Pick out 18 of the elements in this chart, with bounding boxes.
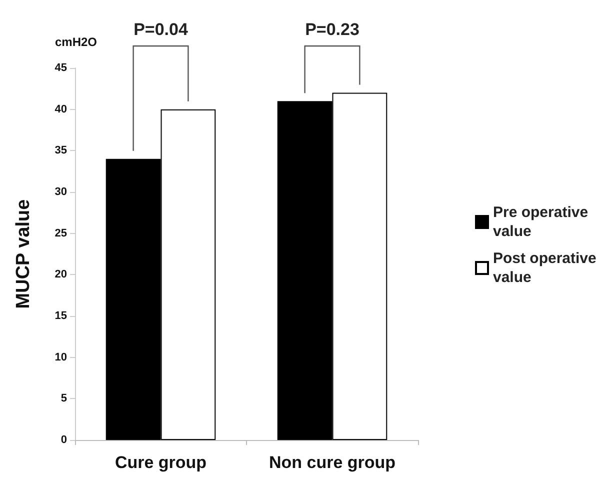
y-tick-label: 20 (54, 268, 67, 281)
y-tick-label: 30 (54, 186, 67, 198)
x-tick-label: Non cure group (268, 453, 396, 472)
text: cmH2O (55, 35, 98, 49)
y-tick-label: 0 (60, 434, 67, 446)
legend-label: Post operative value (493, 250, 601, 286)
y-tick-label: 45 (54, 62, 67, 74)
y-axis-title: MUCP value (13, 199, 34, 309)
y-tick-label: 10 (54, 351, 67, 364)
text: P=0.04 (134, 20, 188, 39)
y-tick-label: 35 (54, 144, 67, 157)
y-tick-label: 5 (60, 392, 67, 405)
y-tick-label: 40 (54, 103, 67, 116)
legend-label: Pre operative value (493, 204, 592, 240)
x-tick-label: Cure group (114, 453, 207, 472)
text: P=0.23 (305, 20, 360, 39)
y-tick-label: 25 (54, 227, 67, 240)
y-tick-label: 15 (54, 310, 67, 322)
